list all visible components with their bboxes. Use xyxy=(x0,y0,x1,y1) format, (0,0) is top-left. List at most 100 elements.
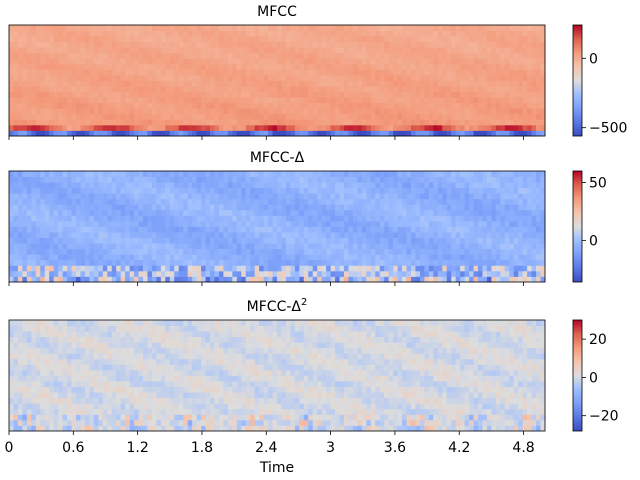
heatmap-cell xyxy=(35,130,41,137)
heatmap-cell xyxy=(513,130,519,137)
heatmap-cell xyxy=(348,226,354,233)
heatmap-cell xyxy=(370,226,376,233)
heatmap-cell xyxy=(308,74,314,81)
heatmap-cell xyxy=(433,86,439,92)
heatmap-cell xyxy=(183,232,189,238)
heatmap-cell xyxy=(263,108,269,115)
heatmap-cell xyxy=(419,86,425,92)
heatmap-cell xyxy=(196,220,202,227)
heatmap-cell xyxy=(415,270,421,277)
heatmap-cell xyxy=(424,215,430,222)
heatmap-cell xyxy=(232,47,238,54)
heatmap-cell xyxy=(129,220,135,227)
heatmap-cell xyxy=(259,220,264,227)
heatmap-cell xyxy=(335,80,340,87)
heatmap-cell xyxy=(402,124,407,131)
heatmap-cell xyxy=(433,80,439,87)
heatmap-cell xyxy=(303,91,309,98)
heatmap-cell xyxy=(303,47,309,54)
heatmap-cell xyxy=(312,80,318,87)
heatmap-cell xyxy=(259,119,264,126)
heatmap-cell xyxy=(187,248,193,255)
heatmap-cell xyxy=(250,198,256,205)
heatmap-cell xyxy=(227,254,233,261)
heatmap-cell xyxy=(84,36,90,43)
heatmap-cell xyxy=(210,80,215,87)
heatmap-cell xyxy=(169,171,175,177)
heatmap-cell xyxy=(268,91,273,98)
heatmap-cell xyxy=(361,243,367,250)
heatmap-cell xyxy=(71,220,77,227)
heatmap-cell xyxy=(455,130,461,137)
heatmap-cell xyxy=(482,63,488,70)
heatmap-cell xyxy=(437,182,443,189)
heatmap-cell xyxy=(433,36,439,43)
heatmap-cell xyxy=(352,91,358,98)
heatmap-cell xyxy=(375,91,381,98)
heatmap-cell xyxy=(402,86,407,92)
heatmap-cell xyxy=(268,80,273,87)
heatmap-cell xyxy=(259,182,264,189)
heatmap-cell xyxy=(397,102,403,109)
heatmap-cell xyxy=(308,47,314,54)
heatmap-cell xyxy=(259,30,264,37)
heatmap-cell xyxy=(285,254,291,261)
heatmap-cell xyxy=(31,226,37,233)
heatmap-cell xyxy=(93,237,99,244)
heatmap-cell xyxy=(40,171,46,177)
heatmap-cell xyxy=(509,25,515,31)
heatmap-cell xyxy=(500,119,506,126)
heatmap-cell xyxy=(518,108,524,115)
heatmap-cell xyxy=(134,47,139,54)
heatmap-cell xyxy=(303,108,309,115)
heatmap-cell xyxy=(384,226,390,233)
heatmap-cell xyxy=(143,198,148,205)
heatmap-cell xyxy=(201,187,206,194)
heatmap-cell xyxy=(317,80,323,87)
heatmap-cell xyxy=(156,119,162,126)
heatmap-cell xyxy=(366,220,372,227)
heatmap-cell xyxy=(352,58,358,65)
heatmap-cell xyxy=(424,232,430,238)
heatmap-cell xyxy=(326,237,331,244)
heatmap-cell xyxy=(469,265,474,272)
heatmap-cell xyxy=(13,25,19,31)
heatmap-cell xyxy=(236,237,242,244)
heatmap-cell xyxy=(80,74,86,81)
heatmap-cell xyxy=(120,226,126,233)
heatmap-cell xyxy=(285,74,291,81)
heatmap-cell xyxy=(80,97,86,104)
heatmap-cell xyxy=(455,243,461,250)
heatmap-cell xyxy=(178,86,184,92)
heatmap-cell xyxy=(482,41,488,48)
heatmap-cell xyxy=(504,265,510,272)
heatmap-cell xyxy=(26,58,32,65)
heatmap-cell xyxy=(357,243,363,250)
heatmap-cell xyxy=(540,102,546,109)
heatmap-cell xyxy=(102,97,108,104)
heatmap-cell xyxy=(178,198,184,205)
heatmap-cell xyxy=(116,97,122,104)
heatmap-cell xyxy=(455,259,461,266)
heatmap-cell xyxy=(156,108,162,115)
heatmap-cell xyxy=(165,25,171,31)
heatmap-cell xyxy=(504,124,510,131)
heatmap-cell xyxy=(348,220,354,227)
heatmap-cell xyxy=(250,130,256,137)
heatmap-cell xyxy=(361,36,367,43)
heatmap-cell xyxy=(478,113,483,120)
heatmap-cell xyxy=(125,41,130,48)
heatmap-cell xyxy=(183,30,189,37)
heatmap-cell xyxy=(156,74,162,81)
heatmap-cell xyxy=(62,220,68,227)
heatmap-cell xyxy=(375,113,381,120)
heatmap-cell xyxy=(357,41,363,48)
heatmap-cell xyxy=(509,182,515,189)
heatmap-cell xyxy=(116,47,122,54)
heatmap-cell xyxy=(178,52,184,59)
heatmap-cell xyxy=(504,86,510,92)
heatmap-cell xyxy=(509,215,515,222)
heatmap-cell xyxy=(527,97,532,104)
heatmap-cell xyxy=(388,176,394,183)
heatmap-cell xyxy=(31,232,37,238)
